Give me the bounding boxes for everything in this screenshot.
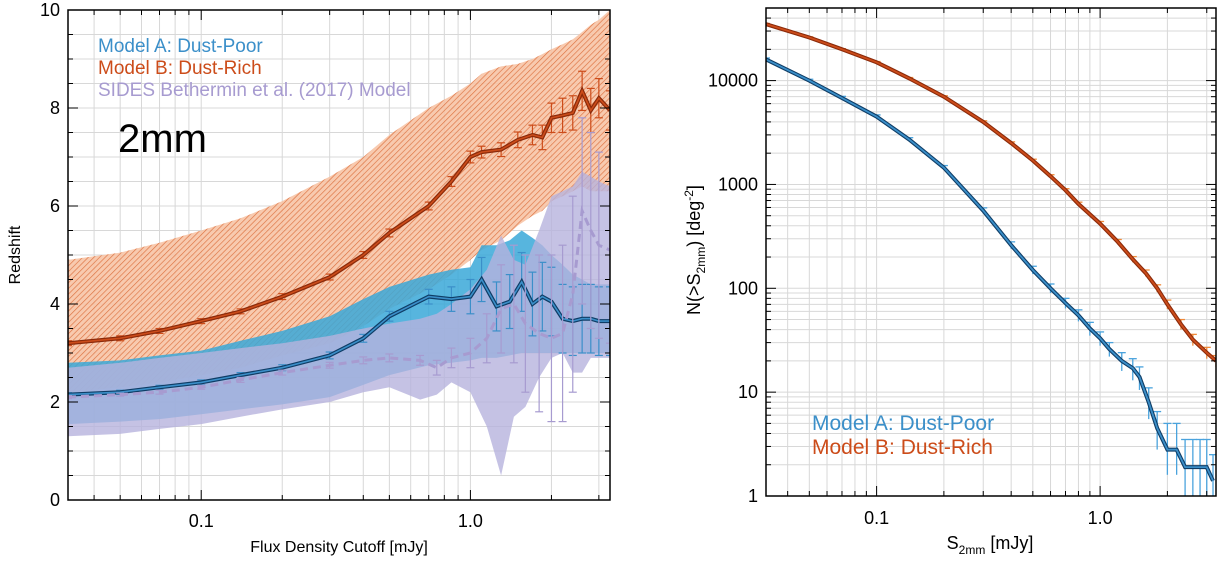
left-y-tick-label: 4 [50,294,60,314]
left-legend-item-model_b: Model B: Dust-Rich [98,58,262,79]
right-y-tick-label: 1 [748,486,758,506]
left-x-tick-label: 0.1 [189,511,214,531]
right-y-label-post: ] [684,185,704,190]
right-y-label-sub: 2mm [694,247,708,274]
right-y-label-pre: N(>S [684,273,704,315]
sides-line [68,205,610,399]
right-x-axis-label: S2mm [mJy] [947,533,1034,556]
right-y-tick-label: 1000 [718,174,758,194]
right-plot-frame [765,7,1217,497]
right-y-label-mid: ) [deg [684,201,704,247]
right-y-tick-label: 10 [738,382,758,402]
left-y-tick-label: 10 [40,0,60,20]
model_b-count-line [766,23,1216,362]
right-legend-item-model_a: Model A: Dust-Poor [812,412,994,435]
right-x-tick-label: 1.0 [1088,508,1113,528]
right-legend-item-model_b: Model B: Dust-Rich [812,436,993,459]
right-grid [766,7,1216,497]
right-y-label-sup: -2 [682,190,696,201]
left-y-axis-label: Redshift [7,225,24,284]
left-annotation: 2mm [118,117,207,161]
model_a-count-line [766,58,1214,482]
model_b-line [68,88,610,344]
right-x-label-rest: [mJy] [985,533,1033,553]
left-y-tick-label: 6 [50,196,60,216]
right-lines [766,22,1216,496]
left-y-tick-label: 0 [50,490,60,510]
left-legend-item-model_a: Model A: Dust-Poor [98,36,263,57]
left-x-tick-label: 1.0 [458,511,483,531]
right-x-label-main: S [947,533,959,553]
right-y-tick-label: 100 [728,278,758,298]
left-ticks: 0.1 1.0 0 2 4 6 8 10 [40,0,610,531]
left-y-tick-label: 8 [50,98,60,118]
model_b-band [68,10,610,393]
left-legend-item-sides: SIDES Bethermin et al. (2017) Model [98,80,411,101]
left-y-tick-label: 2 [50,392,60,412]
right-y-tick-label: 10000 [708,71,758,91]
left-x-axis-label: Flux Density Cutoff [mJy] [250,539,428,556]
right-x-tick-label: 0.1 [864,508,889,528]
model_b-count-line-outline [766,22,1216,363]
counts-panel: 0.1 1.0 1 10 100 1000 10000 Model A: Dust-Poor… [682,7,1217,557]
right-ticks: 0.1 1.0 1 10 100 1000 10000 [708,7,1216,528]
redshift-panel: 0.1 1.0 0 2 4 6 8 10 2mm Model A: Dust-PoorMode… [7,0,611,556]
right-x-label-sub: 2mm [959,543,986,556]
sides-band [68,171,610,476]
left-bands [68,10,610,476]
right-y-axis-label: N(>S2mm) [deg-2] [682,185,708,315]
